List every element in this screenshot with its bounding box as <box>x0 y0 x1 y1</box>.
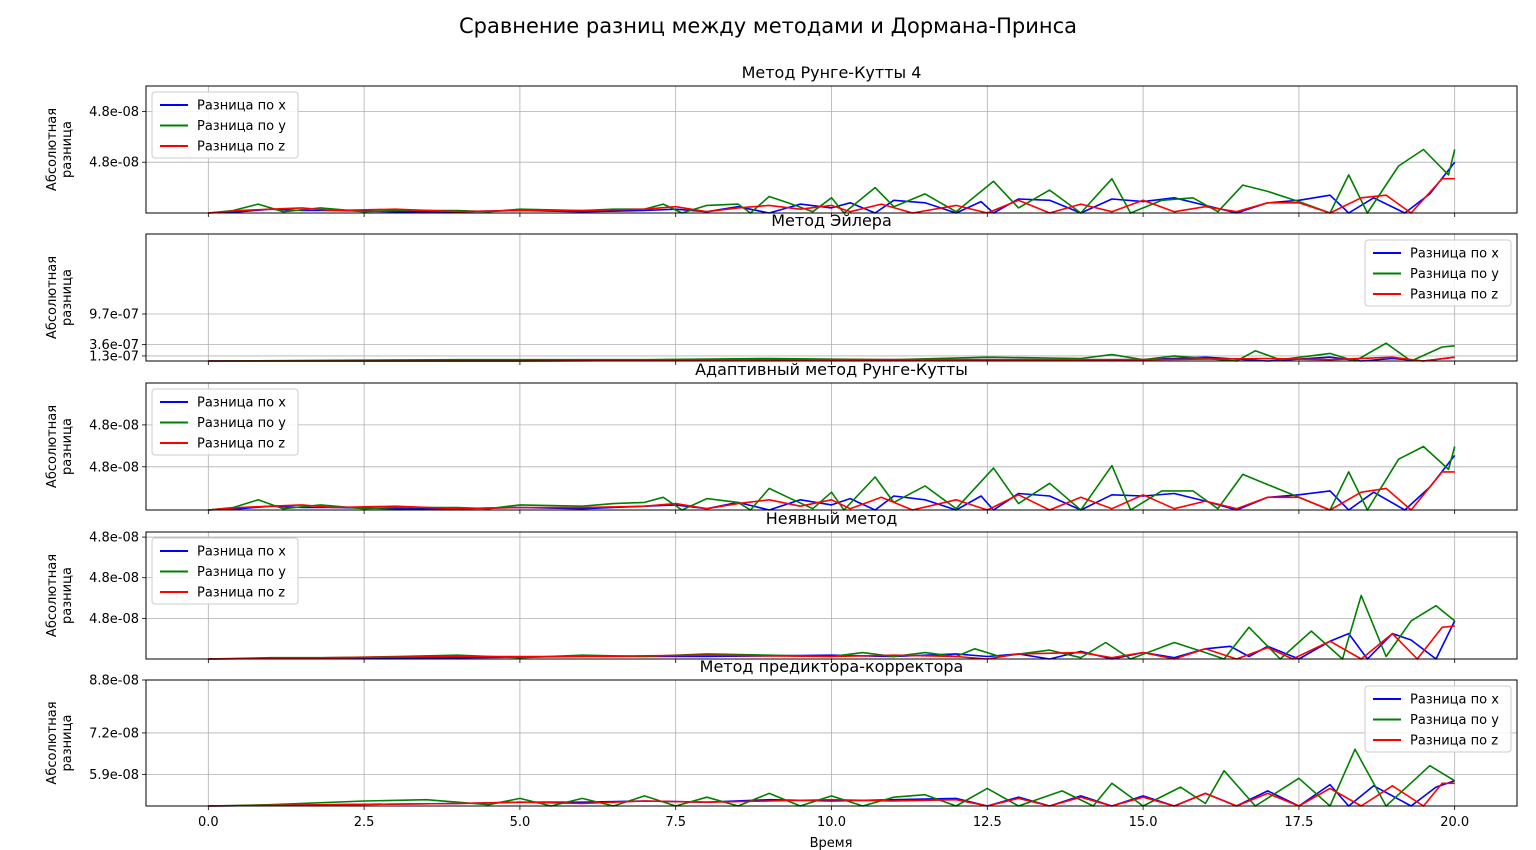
subplot-title: Адаптивный метод Рунге-Кутты <box>695 360 968 379</box>
subplot-title: Метод Рунге-Кутты 4 <box>742 63 922 82</box>
x-tick-label: 15.0 <box>1129 815 1158 830</box>
legend-entry: Разница по x <box>197 396 286 411</box>
y-tick-label: 3.6e-07 <box>89 338 139 353</box>
y-tick-label: 7.2e-08 <box>89 726 139 741</box>
legend-box <box>151 91 299 159</box>
x-tick-label: 2.5 <box>354 815 375 830</box>
x-tick-label: 12.5 <box>973 815 1002 830</box>
legend-entry: Разница по x <box>197 545 286 560</box>
x-tick-label: 20.0 <box>1440 815 1469 830</box>
axes-frame <box>145 85 1518 214</box>
y-tick-label: 4.8e-08 <box>89 571 139 586</box>
legend: Разница по x Разница по y Разница по z <box>1364 685 1512 753</box>
subplot-5: 0.0 2.5 5.0 7.5 10.0 12.5 15.0 17.5 20.0 5.9e-08 7… <box>45 657 1518 830</box>
x-tick-label: 0.0 <box>198 815 219 830</box>
series-line-y <box>208 748 1456 807</box>
legend-entry: Разница по z <box>197 140 285 155</box>
axes-frame <box>145 382 1518 511</box>
legend: Разница по x Разница по y Разница по z <box>151 537 299 605</box>
y-tick-label: 1.3e-07 <box>89 349 139 364</box>
legend: Разница по x Разница по y Разница по z <box>151 388 299 456</box>
subplot-title: Метод предиктора-корректора <box>700 657 964 676</box>
subplot-title: Неявный метод <box>766 509 898 528</box>
x-tick-label: 5.0 <box>510 815 531 830</box>
legend: Разница по x Разница по y Разница по z <box>1364 239 1512 307</box>
figure-suptitle: Сравнение разниц между методами и Дорман… <box>459 14 1077 38</box>
legend-box <box>1364 239 1512 307</box>
series-line-y <box>208 342 1455 362</box>
series-line-z <box>208 625 1455 660</box>
legend-box <box>151 537 299 605</box>
y-axis-label: Абсолютнаяразница <box>45 701 75 784</box>
axes-frame <box>145 233 1518 362</box>
legend-entry: Разница по z <box>197 586 285 601</box>
axes-root: 4.8e-08 4.8e-08 Метод Рунге-Кутты 4 Абсолют… <box>45 63 1518 830</box>
y-tick-label: 4.8e-08 <box>89 531 139 546</box>
y-axis-label: Абсолютнаяразница <box>45 405 75 488</box>
y-tick-label: 4.8e-08 <box>89 460 139 475</box>
y-tick-label: 4.8e-08 <box>89 156 139 171</box>
legend: Разница по x Разница по y Разница по z <box>151 91 299 159</box>
subplot-4: 4.8e-08 4.8e-08 4.8e-08 Неявный метод Абсолю… <box>45 509 1518 663</box>
axes-frame <box>145 531 1518 660</box>
legend-entry: Разница по x <box>1410 693 1499 708</box>
y-axis-label: Абсолютнаяразница <box>45 256 75 339</box>
y-tick-label: 4.8e-08 <box>89 105 139 120</box>
subplot-1: 4.8e-08 4.8e-08 Метод Рунге-Кутты 4 Абсолют… <box>45 63 1518 217</box>
x-tick-label: 10.0 <box>817 815 846 830</box>
legend-box <box>151 388 299 456</box>
subplot-2: 1.3e-073.6e-07 9.7e-07 Метод Эйлера Абсолют… <box>45 211 1518 365</box>
y-axis-label: Абсолютнаяразница <box>45 108 75 191</box>
legend-entry: Разница по z <box>1410 734 1498 749</box>
legend-box <box>1364 685 1512 753</box>
y-tick-label: 4.8e-08 <box>89 418 139 433</box>
y-axis-label: Абсолютнаяразница <box>45 554 75 637</box>
y-tick-label: 5.9e-08 <box>89 768 139 783</box>
series-line-z <box>208 782 1455 807</box>
legend-entry: Разница по y <box>1410 713 1499 728</box>
legend-entry: Разница по z <box>197 437 285 452</box>
legend-entry: Разница по y <box>197 119 286 134</box>
legend-entry: Разница по x <box>197 99 286 114</box>
legend-entry: Разница по z <box>1410 288 1498 303</box>
y-tick-label: 9.7e-07 <box>89 308 139 323</box>
legend-entry: Разница по x <box>1410 247 1499 262</box>
legend-entry: Разница по y <box>197 416 286 431</box>
axes-frame <box>145 679 1518 807</box>
y-tick-label: 4.8e-08 <box>89 612 139 627</box>
subplot-title: Метод Эйлера <box>771 211 892 230</box>
x-tick-label: 17.5 <box>1284 815 1313 830</box>
y-tick-label: 8.8e-08 <box>89 674 139 689</box>
legend-entry: Разница по y <box>1410 267 1499 282</box>
x-tick-label: 7.5 <box>665 815 686 830</box>
subplot-3: 4.8e-08 4.8e-08 Адаптивный метод Рунге-Кут… <box>45 360 1518 514</box>
x-axis-label: Время <box>810 836 853 850</box>
legend-entry: Разница по y <box>197 565 286 580</box>
